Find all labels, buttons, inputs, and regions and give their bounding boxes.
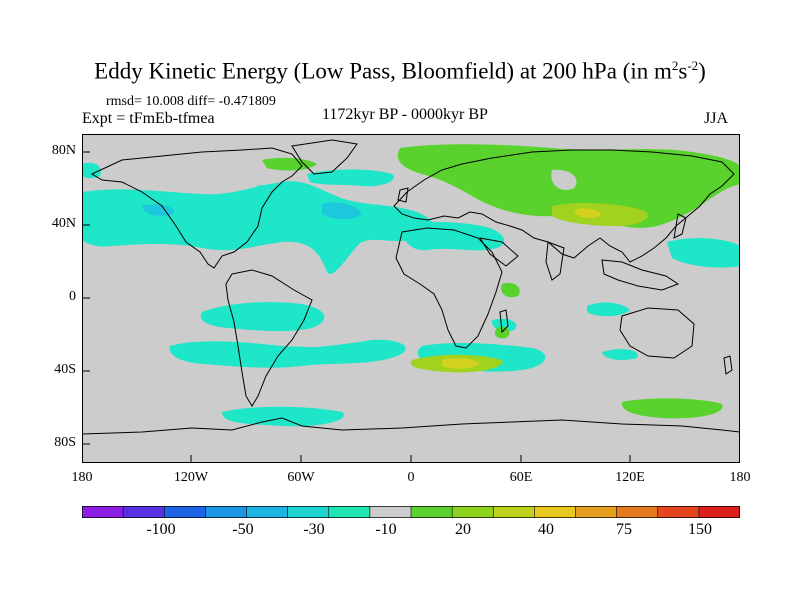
positive-anomaly-regions <box>262 144 740 419</box>
colorbar-swatch <box>534 506 577 518</box>
colorbar-label-minus10: -10 <box>375 521 397 538</box>
colorbar-label-150: 150 <box>688 521 712 538</box>
colorbar-swatch <box>328 506 371 518</box>
japan-outline <box>673 213 687 239</box>
colorbar-swatch <box>205 506 248 518</box>
x-tick-180e: 180 <box>729 470 751 485</box>
x-tick-60e: 60E <box>509 470 533 485</box>
australia-outline <box>619 307 695 359</box>
colorbar-swatch <box>451 506 495 518</box>
southeast-asia-outline <box>601 259 680 291</box>
india-outline <box>545 241 565 281</box>
colorbar-swatch <box>616 506 659 518</box>
x-tick-60w: 60W <box>287 470 315 485</box>
title-sup-1: 2 <box>671 58 679 73</box>
x-tick-180w: 180 <box>71 470 93 485</box>
greenland-outline <box>291 139 358 175</box>
colorbar-swatch <box>698 506 740 518</box>
africa-outline <box>395 227 503 349</box>
antarctica-outline <box>82 417 740 435</box>
title-text-mid: s <box>678 58 688 84</box>
arabia-outline <box>478 237 519 267</box>
chart-title: Eddy Kinetic Energy (Low Pass, Bloomfiel… <box>0 58 800 85</box>
negative-strong-regions <box>142 202 362 220</box>
coastlines <box>82 139 740 435</box>
europe-asia-outline <box>393 149 735 263</box>
madagascar-outline <box>499 309 509 334</box>
colorbar-swatch <box>82 506 124 518</box>
title-sup-2: -2 <box>687 58 699 73</box>
colorbar-label-minus50: -50 <box>232 521 254 538</box>
colorbar-swatch <box>163 506 207 518</box>
y-tick-0: 0 <box>69 289 76 304</box>
colorbar-swatch <box>287 506 330 518</box>
season-label: JJA <box>704 110 729 127</box>
north-america-outline <box>90 147 303 269</box>
colorbar-label-75: 75 <box>616 521 632 538</box>
colorbar-frame <box>82 506 740 518</box>
y-tick-80s: 80S <box>54 435 76 450</box>
title-text: Eddy Kinetic Energy (Low Pass, Bloomfiel… <box>94 58 672 84</box>
colorbar-swatch <box>122 506 166 518</box>
experiment-label: Expt = tFmEb-tfmea <box>82 110 215 127</box>
colorbar-swatch <box>575 506 618 518</box>
colorbar-label-40: 40 <box>538 521 554 538</box>
period-label: 1172kyr BP - 0000kyr BP <box>322 106 488 123</box>
colorbar-swatch <box>657 506 700 518</box>
map-panel <box>82 134 740 463</box>
new-zealand-outline <box>723 355 733 375</box>
positive-max-regions <box>442 208 601 369</box>
colorbar-swatch <box>246 506 289 518</box>
y-tick-40n: 40N <box>51 216 76 231</box>
south-america-outline <box>225 269 313 407</box>
x-tick-120w: 120W <box>173 470 209 485</box>
colorbar-label-minus30: -30 <box>303 521 325 538</box>
x-tick-120e: 120E <box>615 470 645 485</box>
x-tick-0: 0 <box>407 470 415 485</box>
map-ticks <box>82 151 631 463</box>
colorbar-label-minus100: -100 <box>146 521 176 538</box>
colorbar-swatch <box>369 506 412 518</box>
stats-label: rmsd= 10.008 diff= -0.471809 <box>106 94 276 109</box>
y-tick-80n: 80N <box>51 143 76 158</box>
colorbar <box>82 506 740 518</box>
colorbar-swatch <box>410 506 453 518</box>
title-text-close: ) <box>698 58 706 84</box>
y-tick-40s: 40S <box>54 362 76 377</box>
colorbar-swatch <box>492 506 536 518</box>
colorbar-label-20: 20 <box>455 521 471 538</box>
british-isles-outline <box>397 187 409 203</box>
